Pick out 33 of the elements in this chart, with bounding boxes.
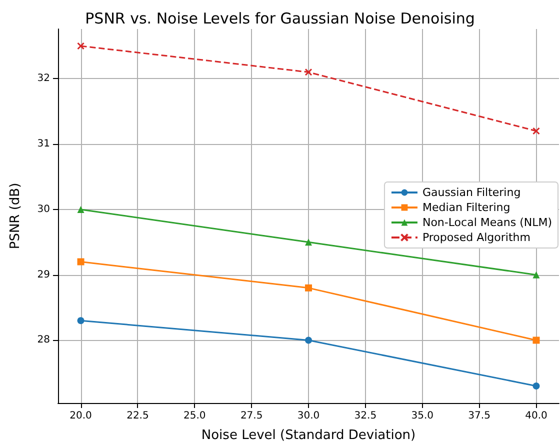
y-tick-label: 32 xyxy=(37,73,50,84)
point xyxy=(304,68,312,76)
x-tick-label: 35.0 xyxy=(411,410,434,422)
x-tick-label: 37.5 xyxy=(468,410,490,422)
legend-label: Median Filtering xyxy=(422,201,510,214)
y-axis-title: PSNR (dB) xyxy=(8,182,23,250)
y-tick-label: 30 xyxy=(37,204,50,215)
x-tick-label: 20.0 xyxy=(70,410,92,422)
point xyxy=(77,42,85,50)
chart-title: PSNR vs. Noise Levels for Gaussian Noise Denoising xyxy=(85,10,475,28)
point xyxy=(532,382,540,390)
x-axis-title: Noise Level (Standard Deviation) xyxy=(201,428,416,443)
point xyxy=(77,317,84,324)
legend-label: Non-Local Means (NLM) xyxy=(422,216,552,229)
x-tick-label: 22.5 xyxy=(126,410,149,422)
x-tick-label: 32.5 xyxy=(354,410,377,422)
legend-label: Gaussian Filtering xyxy=(422,186,521,199)
point xyxy=(532,127,540,135)
point xyxy=(532,336,540,344)
x-tick-label: 30.0 xyxy=(297,410,320,422)
legend-label: Proposed Algorithm xyxy=(422,231,530,244)
point xyxy=(305,336,312,344)
point xyxy=(77,206,84,213)
x-tick-label: 25.0 xyxy=(184,410,206,422)
y-tick-label: 28 xyxy=(37,334,50,346)
point xyxy=(532,271,540,278)
x-tick-label: 27.5 xyxy=(240,410,263,422)
y-tick-label: 29 xyxy=(37,269,50,280)
point xyxy=(77,258,84,266)
point xyxy=(305,284,312,292)
x-tick-label: 40.0 xyxy=(525,410,548,422)
point xyxy=(305,238,312,246)
y-tick-label: 31 xyxy=(37,138,50,150)
